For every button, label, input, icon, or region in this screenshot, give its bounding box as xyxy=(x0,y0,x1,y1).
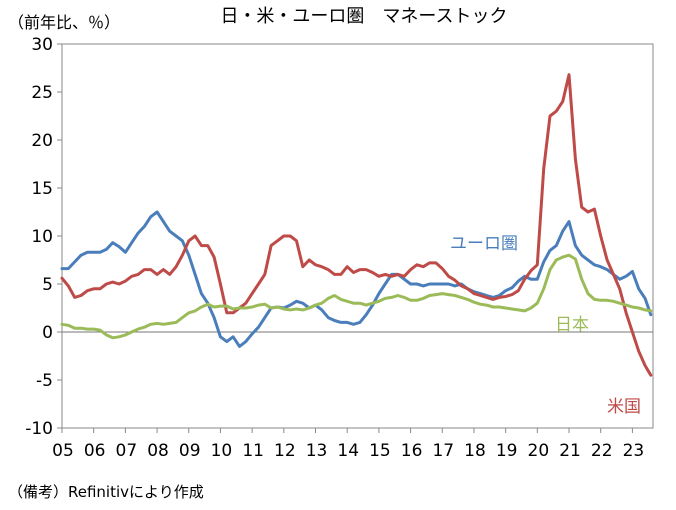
x-tick-label: 16 xyxy=(401,441,423,461)
x-tick-label: 13 xyxy=(306,441,328,461)
plot-frame xyxy=(61,43,654,429)
y-tick-label: -5 xyxy=(36,371,53,391)
x-tick-label: 06 xyxy=(84,441,106,461)
chart-title: 日・米・ユーロ圏 マネーストック xyxy=(220,6,507,27)
x-tick-label: 10 xyxy=(211,441,233,461)
y-tick-label: -10 xyxy=(25,419,53,439)
series-line xyxy=(60,210,653,348)
series-line xyxy=(60,73,653,377)
x-tick-label: 23 xyxy=(623,441,645,461)
x-tick-label: 21 xyxy=(559,441,581,461)
y-tick-label: 5 xyxy=(42,275,53,295)
y-axis: 30 25 20 15 10 5 0 -5 -10 xyxy=(25,35,62,439)
x-tick-label: 12 xyxy=(274,441,296,461)
x-tick-label: 07 xyxy=(116,441,138,461)
series-label: 日本 xyxy=(555,315,589,335)
x-tick-label: 22 xyxy=(591,441,613,461)
y-tick-label: 10 xyxy=(31,227,53,247)
series-line xyxy=(60,253,653,340)
x-tick-label: 19 xyxy=(496,441,518,461)
x-tick-label: 09 xyxy=(179,441,201,461)
source-note: （備考）Refinitivにより作成 xyxy=(8,483,204,501)
x-tick-label: 18 xyxy=(464,441,486,461)
x-tick-label: 05 xyxy=(52,441,74,461)
series-lines xyxy=(60,73,653,377)
y-tick-label: 20 xyxy=(31,131,53,151)
plot-area-border xyxy=(61,43,654,429)
x-tick-label: 14 xyxy=(337,441,359,461)
series-label: ユーロ圏 xyxy=(450,234,518,254)
y-tick-label: 30 xyxy=(31,35,53,55)
x-tick-label: 11 xyxy=(242,441,264,461)
x-tick-label: 20 xyxy=(528,441,550,461)
x-tick-label: 08 xyxy=(147,441,169,461)
series-label: 米国 xyxy=(607,397,641,417)
y-unit-label: （前年比、％） xyxy=(8,13,120,32)
y-tick-label: 0 xyxy=(42,323,53,343)
y-tick-label: 25 xyxy=(31,83,53,103)
x-tick-label: 15 xyxy=(369,441,391,461)
x-axis: 05 06 07 08 09 10 11 12 13 14 15 16 17 18 19 20 21 22 23 xyxy=(52,428,644,461)
x-tick-label: 17 xyxy=(432,441,454,461)
y-tick-label: 15 xyxy=(31,179,53,199)
